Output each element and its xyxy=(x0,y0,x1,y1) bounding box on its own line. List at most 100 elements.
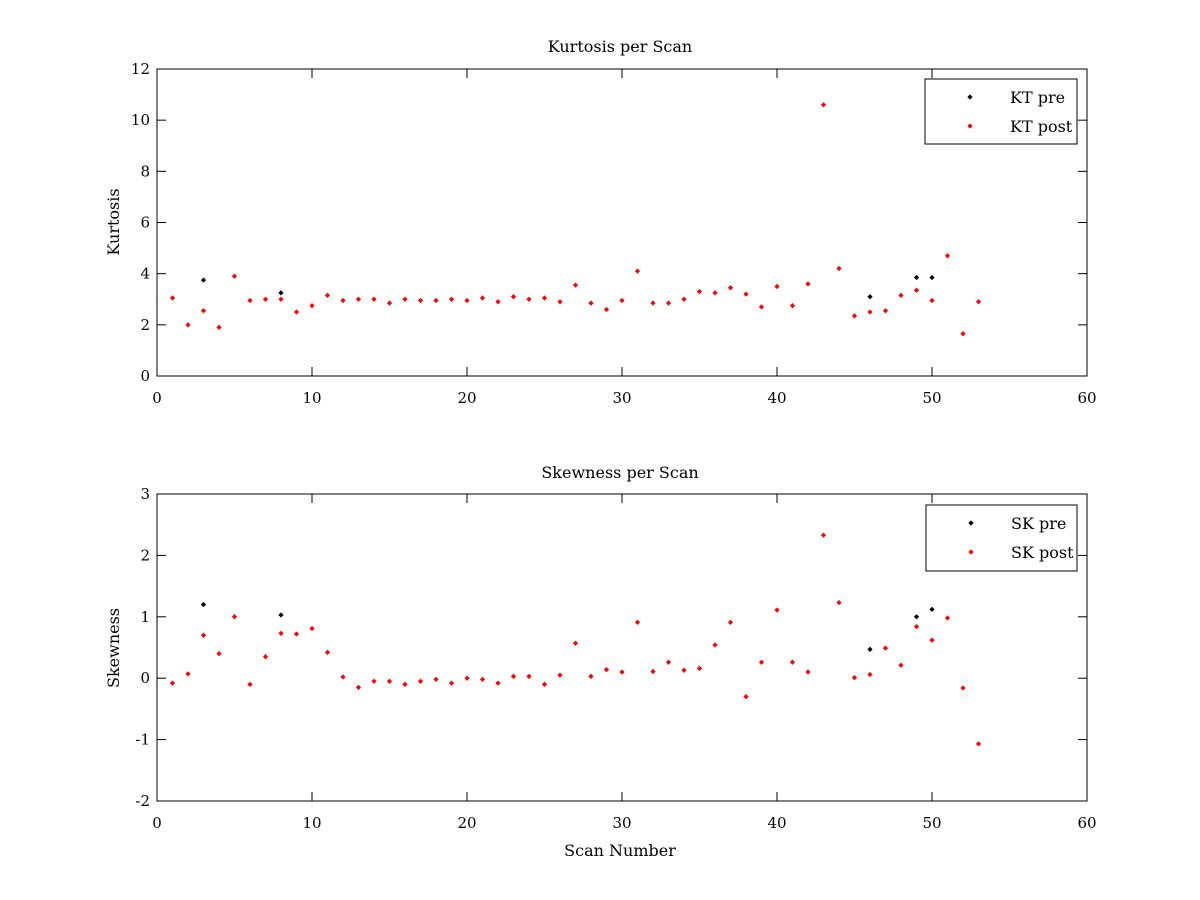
kurtosis-data-point xyxy=(557,299,563,305)
kurtosis-data-point xyxy=(495,299,501,305)
kurtosis-legend-label: KT pre xyxy=(1010,88,1065,107)
skewness-y-axis-label: Skewness xyxy=(104,608,123,688)
kurtosis-y-tick-label: 4 xyxy=(140,265,150,283)
kurtosis-data-point xyxy=(634,268,641,274)
kurtosis-data-point xyxy=(712,290,718,296)
kurtosis-data-point xyxy=(479,295,486,301)
kurtosis-legend-marker xyxy=(967,123,973,129)
skewness-data-point xyxy=(557,672,563,678)
skewness-y-tick-label: -2 xyxy=(135,792,150,810)
kurtosis-data-point xyxy=(371,296,377,302)
kurtosis-data-point xyxy=(836,265,842,272)
kurtosis-data-point xyxy=(588,300,594,306)
skewness-legend: SK pre SK post xyxy=(925,504,1078,572)
skewness-x-tick-label: 0 xyxy=(152,814,162,832)
kurtosis-x-tick-label: 30 xyxy=(612,389,631,407)
kurtosis-subplot: Kurtosis per Scan Kurtosis xyxy=(104,37,692,256)
kurtosis-data-point xyxy=(650,300,656,306)
skewness-y-tick-label: 2 xyxy=(140,546,150,564)
kurtosis-data-point xyxy=(913,287,920,293)
kurtosis-data-point xyxy=(572,282,579,288)
kurtosis-x-tick-label: 40 xyxy=(767,389,786,407)
skewness-data-point xyxy=(975,741,982,747)
kurtosis-y-tick-label: 8 xyxy=(140,162,150,180)
kurtosis-legend: KT pre KT post xyxy=(924,78,1078,145)
kurtosis-data-point xyxy=(975,299,982,305)
skewness-data-point xyxy=(371,678,377,684)
kurtosis-legend-marker xyxy=(967,94,973,100)
skewness-data-point xyxy=(727,619,734,625)
kurtosis-data-point xyxy=(355,296,362,302)
skewness-data-point xyxy=(867,646,873,652)
kurtosis-data-point xyxy=(185,322,191,328)
skewness-data-point xyxy=(495,680,501,686)
skewness-data-point xyxy=(464,675,470,681)
kurtosis-legend-box xyxy=(924,78,1078,145)
skewness-data-point xyxy=(712,642,718,648)
skewness-legend-marker xyxy=(968,520,974,526)
kurtosis-data-point xyxy=(200,277,207,283)
skewness-data-point xyxy=(402,681,408,687)
skewness-series-1 xyxy=(169,532,982,747)
kurtosis-data-point xyxy=(231,273,238,279)
skewness-data-point xyxy=(200,601,207,608)
skewness-data-point xyxy=(619,669,625,675)
kurtosis-data-point xyxy=(464,297,470,304)
skewness-x-tick-label: 50 xyxy=(922,814,941,832)
kurtosis-x-tick-label: 10 xyxy=(302,389,321,407)
kurtosis-data-point xyxy=(402,296,408,302)
kurtosis-data-point xyxy=(278,290,284,296)
skewness-data-point xyxy=(774,607,780,613)
skewness-y-tick-label: 3 xyxy=(140,485,150,503)
skewness-data-point xyxy=(913,614,920,620)
skewness-data-point xyxy=(526,673,532,679)
skewness-data-point xyxy=(944,615,951,621)
skewness-legend-box xyxy=(925,504,1078,572)
skewness-data-point xyxy=(541,681,548,687)
skewness-data-point xyxy=(898,662,904,668)
skewness-data-point xyxy=(200,632,207,638)
kurtosis-data-point xyxy=(262,296,269,302)
kurtosis-data-point xyxy=(681,296,687,302)
kurtosis-y-tick-label: 6 xyxy=(140,214,150,232)
skewness-data-point xyxy=(324,649,331,656)
kurtosis-y-tick-label: 2 xyxy=(140,316,150,334)
kurtosis-data-point xyxy=(665,300,672,306)
skewness-data-point xyxy=(634,619,641,625)
skewness-data-point xyxy=(216,651,222,657)
skewness-data-point xyxy=(929,637,935,643)
kurtosis-y-tick-label: 0 xyxy=(140,367,150,385)
kurtosis-legend-label: KT post xyxy=(1010,117,1073,136)
kurtosis-x-tick-label: 60 xyxy=(1077,389,1096,407)
skewness-x-tick-label: 40 xyxy=(767,814,786,832)
skewness-data-point xyxy=(836,600,842,606)
kurtosis-y-axis-label: Kurtosis xyxy=(104,188,123,255)
kurtosis-series-0 xyxy=(200,274,935,300)
skewness-data-point xyxy=(929,606,935,613)
skewness-data-point xyxy=(650,668,656,675)
skewness-y-tick-label: 1 xyxy=(140,608,150,626)
kurtosis-data-point xyxy=(200,308,207,314)
skewness-data-point xyxy=(448,680,455,686)
skewness-data-point xyxy=(805,669,811,675)
kurtosis-data-point xyxy=(929,297,935,304)
kurtosis-data-point xyxy=(696,288,703,295)
kurtosis-y-tick-label: 12 xyxy=(131,60,150,78)
kurtosis-data-point xyxy=(324,292,331,299)
skewness-data-point xyxy=(960,685,966,691)
kurtosis-data-point xyxy=(619,297,625,304)
skewness-data-point xyxy=(433,676,439,683)
skewness-data-point xyxy=(758,659,765,665)
skewness-y-tick-label: -1 xyxy=(135,731,150,749)
skewness-subplot: Skewness per Scan Skewness Scan Number xyxy=(104,463,699,860)
kurtosis-data-point xyxy=(774,283,780,290)
skewness-data-point xyxy=(851,674,858,681)
skewness-data-point xyxy=(882,645,889,651)
skewness-legend-label: SK pre xyxy=(1011,514,1066,533)
kurtosis-data-point xyxy=(603,306,610,313)
skewness-data-point xyxy=(603,666,610,673)
kurtosis-data-point xyxy=(805,281,811,287)
kurtosis-data-point xyxy=(293,309,300,315)
kurtosis-axes: 0 10 20 30 40 50 60 0 2 4 6 8 10 12 KT pre KT post xyxy=(131,60,1097,407)
kurtosis-data-point xyxy=(758,304,765,310)
